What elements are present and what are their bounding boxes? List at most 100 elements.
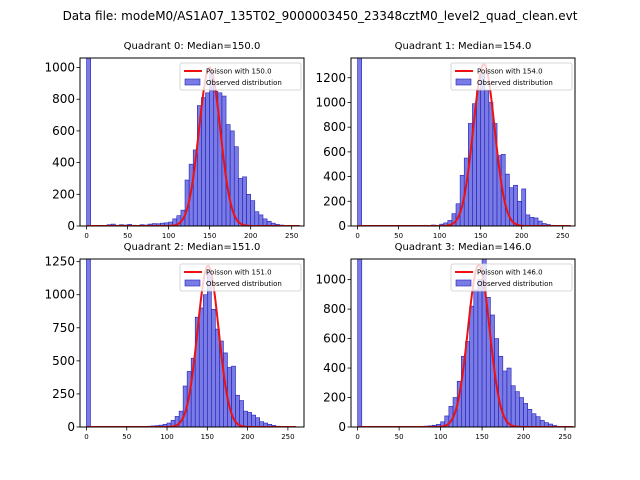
histogram-bar [513, 184, 518, 226]
panels: Quadrant 0: Median=150.0 0 200 400 600 800 100… [44, 41, 576, 441]
legend: Poisson with 150.0 Observed distribution [179, 62, 302, 91]
y-tick-label: 200 [323, 194, 346, 208]
legend-poisson-label: Poisson with 154.0 [477, 68, 543, 76]
y-tick-label: 600 [323, 332, 346, 346]
y-tick-label: 500 [52, 354, 75, 368]
histogram-bar [510, 385, 516, 427]
x-tick-label: 200 [517, 433, 530, 441]
x-tick-label: 0 [84, 232, 88, 240]
x-tick-label: 100 [160, 433, 173, 441]
histogram-bar [477, 279, 483, 427]
legend-hist-swatch [455, 78, 472, 86]
histogram-bar [504, 173, 510, 226]
y-tick-label: 1000 [315, 273, 346, 287]
y-tick-label: 1200 [315, 71, 346, 85]
y-tick-label: 200 [323, 391, 346, 405]
histogram-bar [514, 391, 520, 427]
histogram-bar [506, 367, 512, 427]
x-tick-label: 250 [281, 433, 294, 441]
histogram-bar [254, 211, 260, 226]
histogram-bar [86, 58, 91, 226]
histogram-bar [529, 217, 535, 226]
figure-title: Data file: modeM0/AS1A07_135T02_90000034… [63, 9, 578, 23]
panel-title: Quadrant 1: Median=154.0 [395, 41, 532, 52]
x-tick-label: 150 [475, 433, 488, 441]
legend-hist-label: Observed distribution [206, 79, 282, 87]
histogram-bar [251, 414, 256, 427]
y-tick-label: 750 [52, 321, 75, 335]
panel-title: Quadrant 3: Median=146.0 [395, 242, 532, 253]
histogram-bar [517, 200, 522, 226]
x-tick-label: 150 [203, 232, 216, 240]
histogram-bar [86, 259, 91, 427]
y-tick-label: 0 [67, 219, 75, 233]
x-tick-label: 50 [122, 433, 131, 441]
histogram-bar [473, 289, 479, 427]
legend-hist-label: Observed distribution [477, 79, 553, 87]
poisson-curve [357, 63, 571, 226]
axes-frame [79, 57, 305, 227]
panel-title: Quadrant 2: Median=151.0 [124, 242, 261, 253]
histogram-bar [246, 194, 251, 226]
histogram-bar [476, 88, 481, 226]
histogram-bar [258, 214, 264, 226]
x-tick-label: 100 [162, 232, 175, 240]
histogram-bar [531, 413, 537, 427]
histogram-bar [247, 412, 252, 427]
poisson-curve [357, 263, 574, 427]
panel-title: Quadrant 0: Median=150.0 [124, 41, 261, 52]
histogram-bar [525, 214, 531, 226]
legend: Poisson with 151.0 Observed distribution [179, 263, 302, 292]
histogram-bar [465, 341, 470, 427]
x-tick-label: 250 [558, 433, 571, 441]
histogram-bar [207, 269, 212, 427]
poisson-curve [86, 66, 300, 226]
histogram-bar [357, 58, 362, 226]
histogram-bar [488, 102, 494, 226]
histogram-bar [519, 397, 524, 427]
histogram-bar [198, 307, 204, 427]
y-tick-label: 0 [338, 219, 346, 233]
legend-poisson-label: Poisson with 150.0 [206, 68, 272, 76]
x-tick-label: 100 [433, 232, 446, 240]
legend-hist-label: Observed distribution [477, 280, 553, 288]
axes-frame [350, 258, 576, 428]
histogram-bar [243, 410, 248, 427]
x-tick-label: 50 [395, 433, 404, 441]
histogram [357, 259, 566, 427]
y-tick-label: 1000 [315, 95, 346, 109]
panel-quadrant-3: Quadrant 3: Median=146.0 0 200 400 600 800 100… [315, 242, 576, 441]
y-tick-label: 600 [52, 124, 75, 138]
histogram-bar [498, 355, 504, 427]
poisson-curve [86, 264, 296, 427]
histogram-bar [202, 294, 208, 427]
histogram-bar [209, 71, 215, 226]
histogram-bar [521, 188, 527, 226]
x-tick-label: 0 [355, 232, 359, 240]
histogram-bar [523, 403, 529, 427]
histogram-bar [239, 400, 244, 427]
y-tick-label: 250 [52, 387, 75, 401]
y-tick-label: 800 [52, 92, 75, 106]
x-tick-label: 150 [201, 433, 214, 441]
x-tick-label: 100 [434, 433, 447, 441]
legend: Poisson with 154.0 Observed distribution [450, 62, 573, 91]
histogram-bar [533, 217, 539, 226]
legend-hist-swatch [455, 279, 472, 287]
y-tick-label: 1000 [44, 61, 75, 75]
x-tick-label: 200 [244, 232, 257, 240]
legend-box [450, 263, 573, 292]
x-tick-label: 200 [241, 433, 254, 441]
y-tick-label: 400 [323, 170, 346, 184]
x-tick-label: 150 [474, 232, 487, 240]
y-tick-label: 400 [323, 361, 346, 375]
legend-hist-label: Observed distribution [206, 280, 282, 288]
histogram-bar [213, 90, 219, 226]
y-tick-label: 800 [323, 120, 346, 134]
x-tick-label: 250 [285, 232, 298, 240]
panel-quadrant-1: Quadrant 1: Median=154.0 0 200 400 600 800 100… [315, 41, 576, 240]
histogram-bar [484, 89, 490, 226]
histogram-bar [205, 92, 210, 226]
legend-hist-swatch [184, 279, 201, 287]
